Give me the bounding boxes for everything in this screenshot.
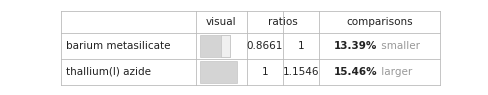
- Bar: [200, 61, 237, 83]
- Text: larger: larger: [378, 67, 412, 77]
- Text: visual: visual: [205, 17, 236, 27]
- Bar: [221, 35, 230, 57]
- Bar: [200, 35, 230, 57]
- Text: 13.39%: 13.39%: [333, 41, 377, 51]
- Text: thallium(I) azide: thallium(I) azide: [65, 67, 150, 77]
- Text: comparisons: comparisons: [346, 17, 412, 27]
- Text: smaller: smaller: [378, 41, 420, 51]
- Text: barium metasilicate: barium metasilicate: [65, 41, 170, 51]
- Text: 1.1546: 1.1546: [282, 67, 319, 77]
- Text: 1: 1: [261, 67, 267, 77]
- Text: 1: 1: [297, 41, 304, 51]
- Text: 0.8661: 0.8661: [246, 41, 283, 51]
- Text: ratios: ratios: [267, 17, 297, 27]
- Text: 15.46%: 15.46%: [333, 67, 377, 77]
